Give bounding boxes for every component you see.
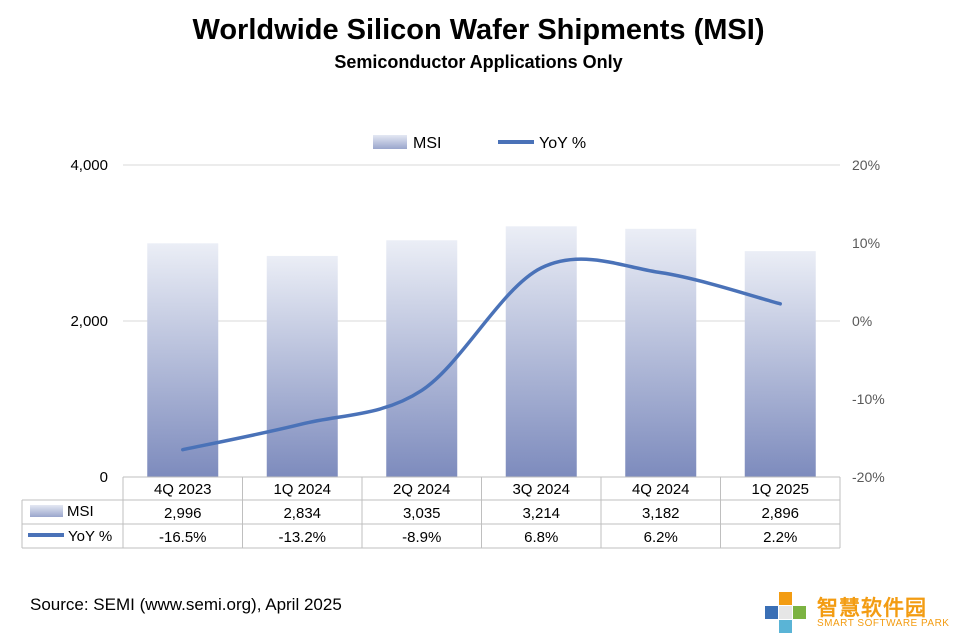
table-grid	[21, 476, 841, 549]
logo-name-en: SMART SOFTWARE PARK	[817, 618, 950, 629]
chart-title: Worldwide Silicon Wafer Shipments (MSI)	[192, 14, 765, 46]
table-category-label: 4Q 2024	[632, 481, 690, 498]
y-right-tick-label: 20%	[852, 157, 880, 173]
legend-yoy-label: YoY %	[539, 135, 586, 152]
table-yoy-value: 6.2%	[644, 529, 678, 546]
logo-name-cn: 智慧软件园	[817, 596, 927, 620]
data-table: 4Q 2023 1Q 2024 2Q 2024 3Q 2024 4Q 2024 1Q 20…	[21, 476, 841, 549]
bar-msi	[266, 255, 338, 477]
y-left-tick-label: 0	[100, 469, 108, 486]
table-category-label: 2Q 2024	[393, 481, 451, 498]
table-yoy-value: 6.8%	[524, 529, 558, 546]
table-msi-value: 3,035	[403, 505, 441, 522]
table-yoy-value: -8.9%	[402, 529, 441, 546]
bar-msi	[147, 243, 219, 477]
table-yoy-row: -16.5% -13.2% -8.9% 6.8% 6.2% 2.2%	[159, 529, 797, 546]
table-msi-value: 2,834	[283, 505, 321, 522]
y-axis-right: 20% 10% 0% -10% -20%	[852, 157, 885, 485]
bar-msi	[625, 228, 697, 477]
table-category-row: 4Q 2023 1Q 2024 2Q 2024 3Q 2024 4Q 2024 1Q 20…	[154, 481, 809, 498]
bar-msi	[505, 226, 577, 477]
y-right-tick-label: -10%	[852, 391, 885, 407]
y-right-tick-label: -20%	[852, 469, 885, 485]
y-right-tick-label: 10%	[852, 235, 880, 251]
table-category-label: 1Q 2025	[751, 481, 809, 498]
table-yoy-value: 2.2%	[763, 529, 797, 546]
y-left-tick-label: 2,000	[70, 313, 108, 330]
gridlines	[123, 164, 840, 478]
logo: 智慧软件园 SMART SOFTWARE PARK	[762, 590, 952, 634]
table-msi-row: 2,996 2,834 3,035 3,214 3,182 2,896	[164, 505, 799, 522]
table-category-label: 1Q 2024	[273, 481, 331, 498]
table-msi-value: 2,996	[164, 505, 202, 522]
legend: MSI YoY %	[373, 135, 586, 152]
bar-series	[147, 226, 816, 477]
bar-msi	[386, 240, 458, 477]
bar-msi	[744, 251, 816, 477]
y-right-tick-label: 0%	[852, 313, 872, 329]
logo-mark-icon	[765, 592, 806, 633]
table-msi-label: MSI	[67, 503, 94, 520]
yoy-line	[181, 257, 782, 452]
legend-msi-swatch	[373, 135, 407, 149]
table-yoy-value: -16.5%	[159, 529, 207, 546]
legend-msi-label: MSI	[413, 135, 441, 152]
table-category-label: 4Q 2023	[154, 481, 212, 498]
source-note: Source: SEMI (www.semi.org), April 2025	[30, 595, 342, 614]
chart-area: MSI YoY % 0 2,000 4,000 20% 10% 0% -10% -20% 4…	[21, 135, 885, 549]
y-axis-left: 0 2,000 4,000	[70, 157, 108, 486]
table-msi-value: 3,182	[642, 505, 680, 522]
table-yoy-value: -13.2%	[278, 529, 326, 546]
table-yoy-label: YoY %	[68, 528, 112, 545]
table-msi-value: 3,214	[522, 505, 560, 522]
table-msi-value: 2,896	[761, 505, 799, 522]
table-category-label: 3Q 2024	[512, 481, 570, 498]
y-left-tick-label: 4,000	[70, 157, 108, 174]
chart-subtitle: Semiconductor Applications Only	[334, 52, 623, 72]
table-msi-swatch	[30, 505, 63, 517]
